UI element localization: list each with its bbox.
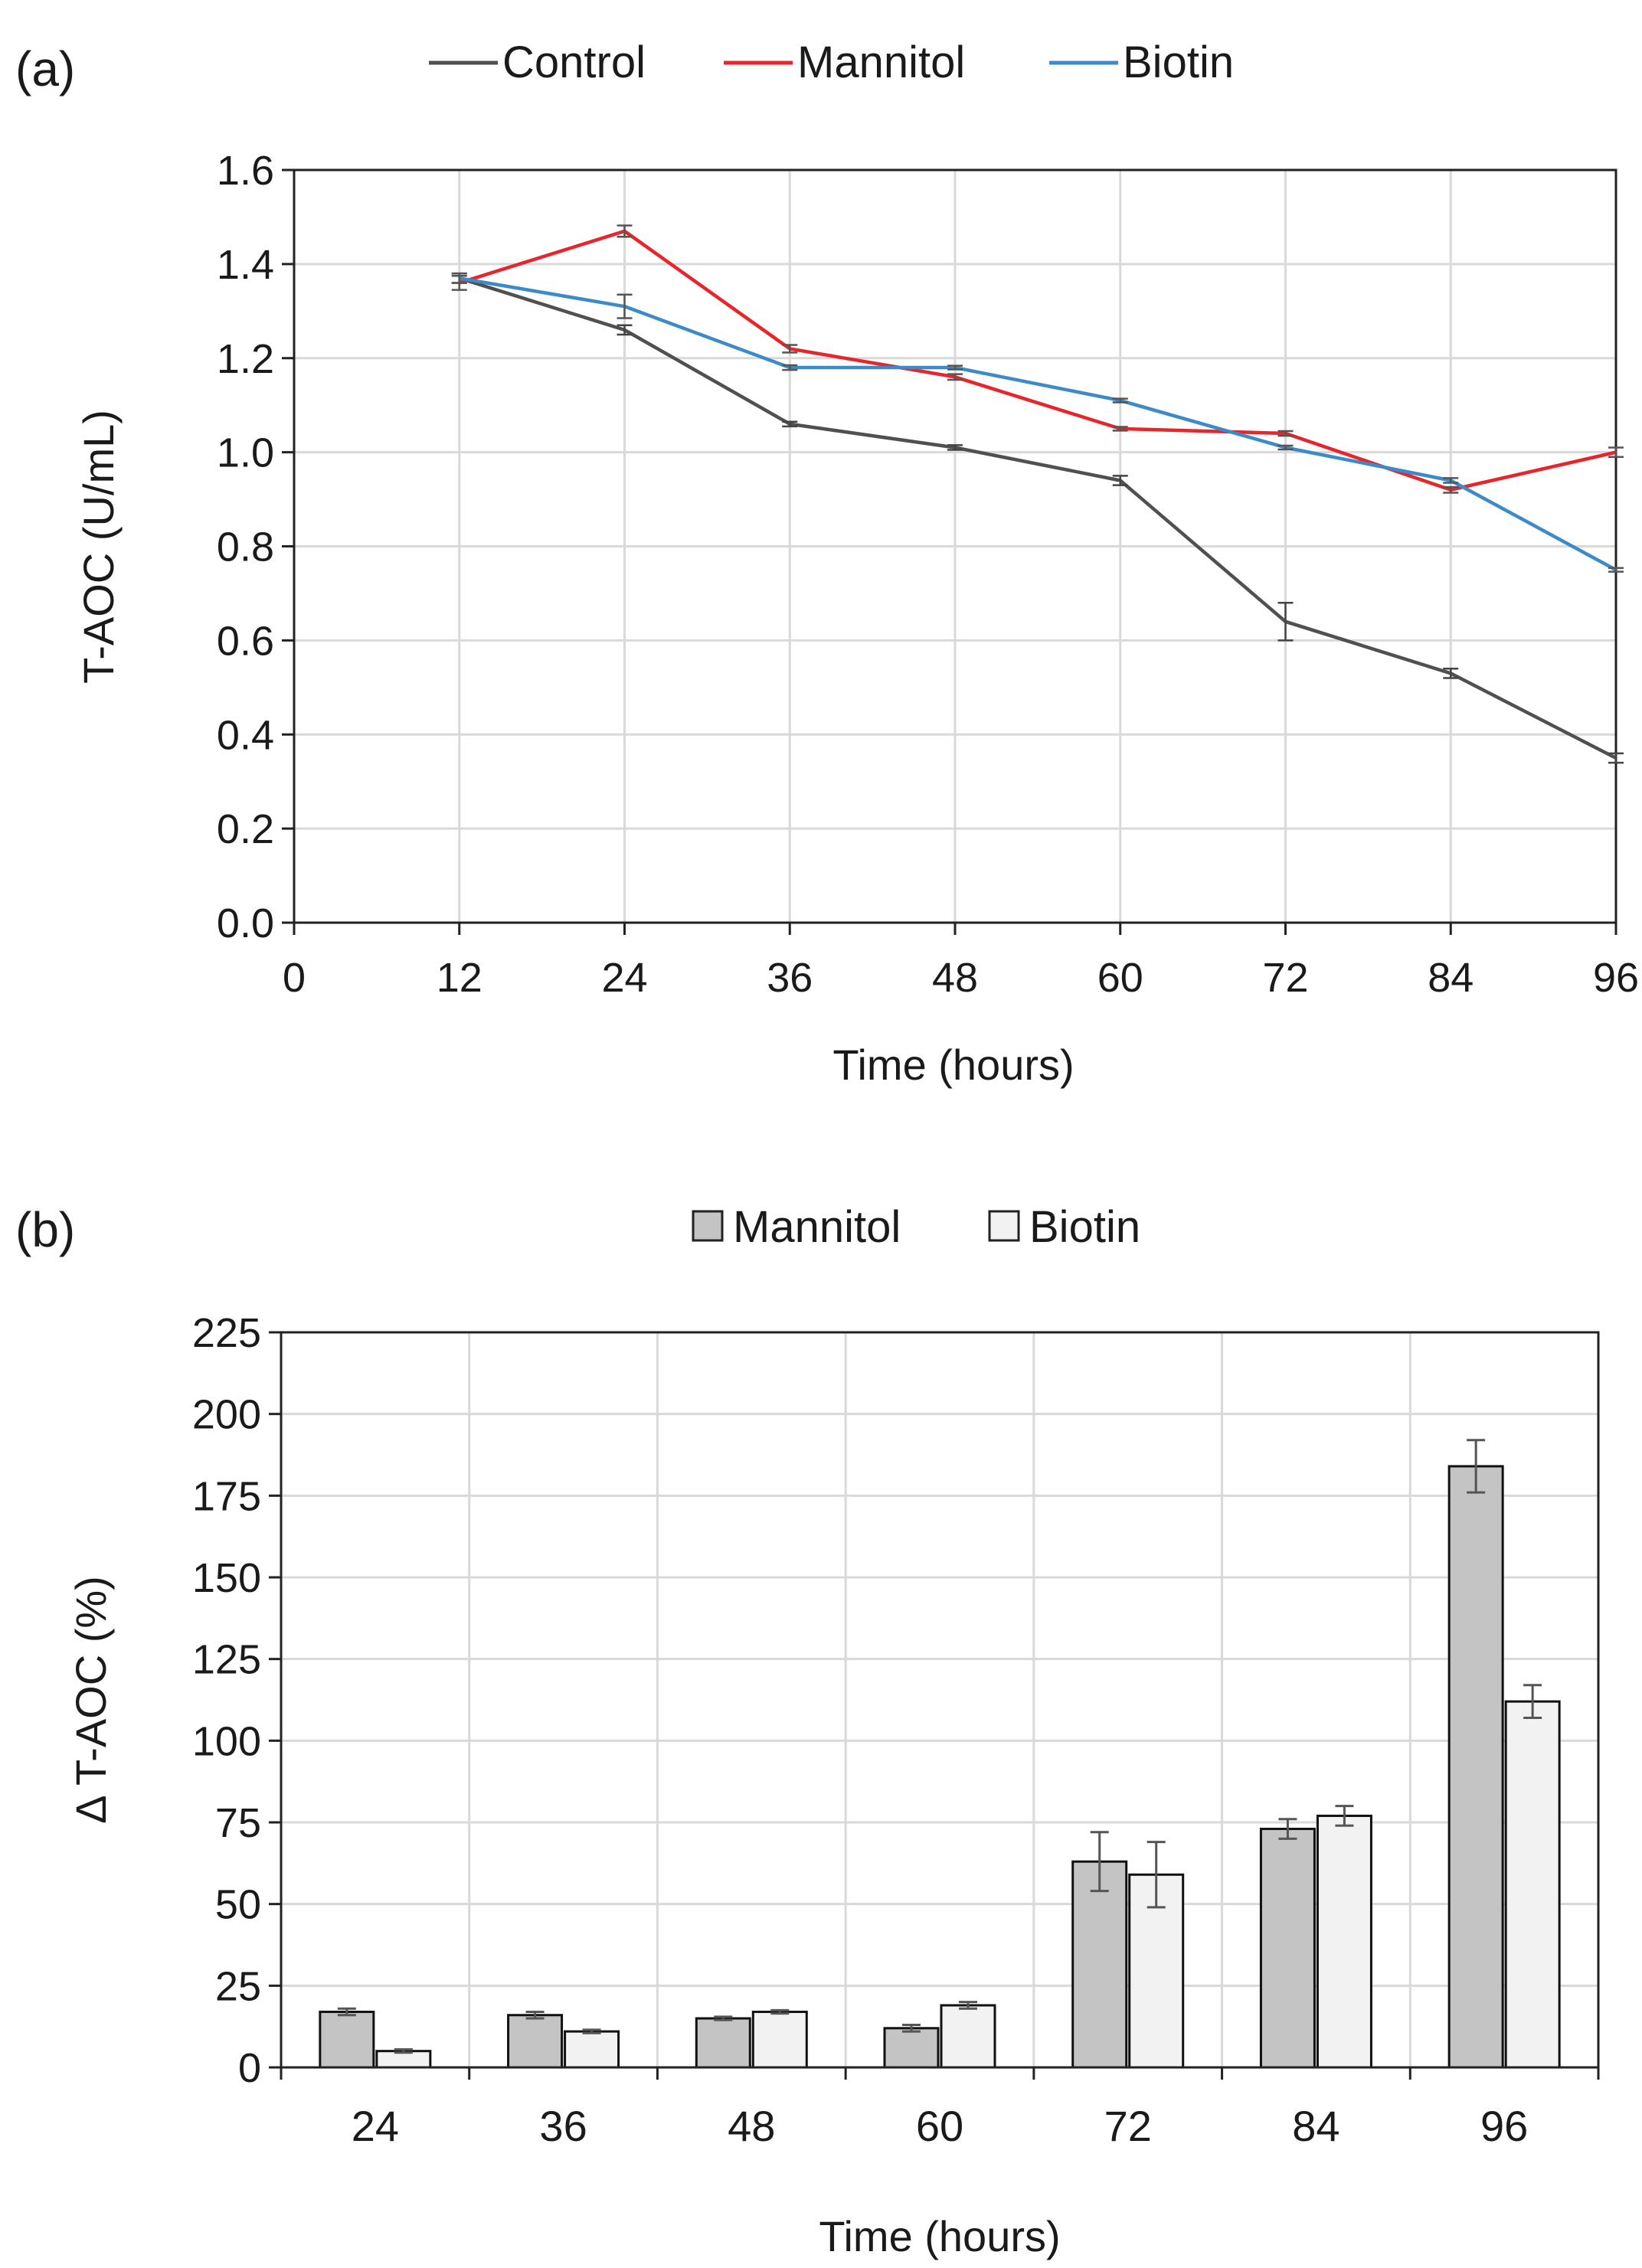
- legend-swatch-mannitol: [692, 1210, 724, 1242]
- bar-biotin: [1504, 1700, 1561, 2069]
- x-tick-label: 48: [728, 2102, 775, 2150]
- panel-a-series: [451, 224, 1624, 764]
- y-tick-label: 0.4: [217, 712, 274, 758]
- x-tick-label: 12: [437, 955, 482, 1001]
- x-tick-label: 60: [1097, 955, 1143, 1001]
- x-tick-label: 72: [1104, 2102, 1152, 2150]
- y-tick-label: 25: [215, 1963, 261, 2009]
- x-tick-label: 60: [916, 2102, 963, 2150]
- y-tick-label: 175: [192, 1473, 261, 1519]
- y-tick-label: 1.2: [217, 336, 274, 382]
- panel-a-line-chart: (a) 0.0 0.2 0.4 0.6 0.8 1.0 1.2 1.4 1.6 0 12 24 36 48…: [15, 38, 1639, 1089]
- y-tick-label: 1.6: [217, 148, 274, 194]
- x-tick-label: 0: [283, 955, 306, 1001]
- bar-mannitol: [695, 2017, 751, 2069]
- y-tick-label: 0.2: [217, 806, 274, 852]
- panel-b-ticks: 0 25 50 75 100 125 150 175 200 225 24 36 48 60 72 84 96: [192, 1310, 1600, 2150]
- bar-biotin: [1316, 1814, 1372, 2069]
- x-tick-label: 24: [352, 2102, 399, 2150]
- panel-b-label: (b): [15, 1202, 75, 1257]
- panel-b-grid: [281, 1332, 1598, 2067]
- legend-label-mannitol: Mannitol: [733, 1202, 901, 1252]
- bar-mannitol: [319, 2010, 375, 2069]
- series-line-biotin: [459, 276, 1617, 572]
- series-line-mannitol: [459, 229, 1617, 492]
- legend-label-biotin: Biotin: [1123, 38, 1234, 87]
- bar-mannitol: [1259, 1828, 1316, 2069]
- x-tick-label: 24: [601, 955, 647, 1001]
- bar-biotin: [751, 2010, 808, 2069]
- panel-a-legend: Control Mannitol Biotin: [429, 38, 1234, 87]
- bar-mannitol: [1071, 1860, 1128, 2069]
- y-tick-label: 0.0: [217, 900, 274, 946]
- y-tick-label: 225: [192, 1310, 261, 1356]
- y-tick-label: 0.8: [217, 525, 274, 570]
- x-tick-label: 36: [539, 2102, 587, 2150]
- panel-b-bars: [319, 1439, 1561, 2069]
- legend-label-mannitol: Mannitol: [797, 38, 965, 87]
- panel-b-bar-chart: (b) 0 25 50 75 100 125 150 175 200 225 24 36 48 60 72 8…: [15, 1202, 1600, 2260]
- x-tick-label: 72: [1262, 955, 1308, 1001]
- y-tick-label: 1.4: [217, 242, 274, 288]
- panel-b-x-axis-label: Time (hours): [819, 2212, 1060, 2260]
- x-tick-label: 96: [1593, 955, 1639, 1001]
- y-tick-label: 1.0: [217, 430, 274, 476]
- legend-label-biotin: Biotin: [1029, 1202, 1140, 1252]
- x-tick-label: 84: [1428, 955, 1474, 1001]
- x-tick-label: 84: [1292, 2102, 1339, 2150]
- bar-mannitol: [883, 2027, 940, 2069]
- panel-a-y-axis-label: T-AOC (U/mL): [74, 410, 123, 684]
- panel-b-plot-frame: [280, 1331, 1600, 2069]
- panel-a-grid: [294, 170, 1616, 923]
- panel-a-ticks: 0.0 0.2 0.4 0.6 0.8 1.0 1.2 1.4 1.6 0 12 24 36 48 60 72…: [217, 148, 1639, 1001]
- bar-mannitol: [1447, 1465, 1504, 2069]
- y-tick-label: 0: [238, 2045, 261, 2091]
- panel-a-x-axis-label: Time (hours): [832, 1041, 1074, 1089]
- panel-b-y-axis-label: Δ T-AOC (%): [67, 1576, 115, 1824]
- x-tick-label: 96: [1480, 2102, 1528, 2150]
- y-tick-label: 200: [192, 1392, 261, 1438]
- y-tick-label: 75: [215, 1800, 261, 1846]
- y-tick-label: 0.6: [217, 618, 274, 664]
- legend-swatch-biotin: [988, 1210, 1020, 1242]
- panel-b-legend: Mannitol Biotin: [692, 1202, 1140, 1252]
- bar-biotin: [940, 2004, 996, 2069]
- x-tick-label: 48: [932, 955, 978, 1001]
- y-tick-label: 100: [192, 1718, 261, 1764]
- x-tick-label: 36: [767, 955, 813, 1001]
- series-line-control: [459, 276, 1617, 760]
- bar-mannitol: [507, 2014, 564, 2069]
- bar-biotin: [564, 2030, 620, 2069]
- y-tick-label: 125: [192, 1637, 261, 1683]
- y-tick-label: 150: [192, 1555, 261, 1601]
- panel-a-label: (a): [15, 41, 75, 96]
- legend-label-control: Control: [502, 38, 646, 87]
- y-tick-label: 50: [215, 1882, 261, 1928]
